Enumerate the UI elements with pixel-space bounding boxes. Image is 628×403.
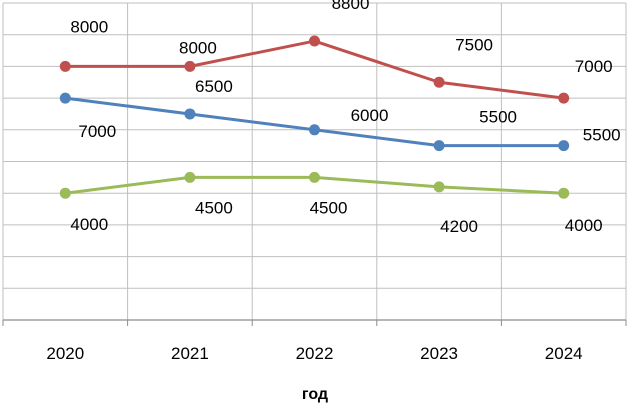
data-label: 8800 xyxy=(332,0,370,13)
data-point xyxy=(558,187,570,199)
gridlines xyxy=(2,2,627,321)
data-point xyxy=(309,124,320,136)
data-point xyxy=(309,171,320,183)
data-point xyxy=(184,60,196,72)
data-label: 6500 xyxy=(195,77,233,96)
data-labels: 8000 8000 8800 7500 7000 7000 6500 6000 5500 5500… xyxy=(70,0,620,236)
data-label: 4500 xyxy=(310,198,348,217)
data-point xyxy=(59,187,71,199)
data-label: 7500 xyxy=(455,35,493,54)
data-label: 4000 xyxy=(70,215,108,234)
data-point xyxy=(433,181,445,193)
series-group xyxy=(59,35,570,199)
x-tick-label: 2023 xyxy=(420,344,458,363)
data-point xyxy=(309,35,320,47)
data-point xyxy=(433,76,445,88)
x-tick-label: 2024 xyxy=(545,344,583,363)
data-label: 5500 xyxy=(583,126,621,145)
data-point xyxy=(558,92,570,104)
data-label: 4500 xyxy=(195,198,233,217)
data-label: 8000 xyxy=(70,17,108,36)
data-point xyxy=(184,171,196,183)
data-label: 5500 xyxy=(479,108,517,127)
data-label: 7000 xyxy=(78,122,116,141)
data-label: 7000 xyxy=(575,57,613,76)
x-tick-label: 2022 xyxy=(296,344,334,363)
data-point xyxy=(59,92,71,104)
x-tick-labels: 2020 2021 2022 2023 2024 xyxy=(46,344,582,363)
data-point xyxy=(59,60,71,72)
data-point xyxy=(558,140,570,152)
x-axis-title: год xyxy=(302,386,328,403)
data-label: 6000 xyxy=(351,106,389,125)
data-label: 8000 xyxy=(179,38,217,57)
x-tick-label: 2020 xyxy=(46,344,84,363)
data-point xyxy=(184,108,196,120)
axes xyxy=(2,319,627,326)
x-tick-label: 2021 xyxy=(171,344,209,363)
data-label: 4200 xyxy=(440,217,478,236)
data-point xyxy=(433,140,445,152)
data-label: 4000 xyxy=(565,216,603,235)
